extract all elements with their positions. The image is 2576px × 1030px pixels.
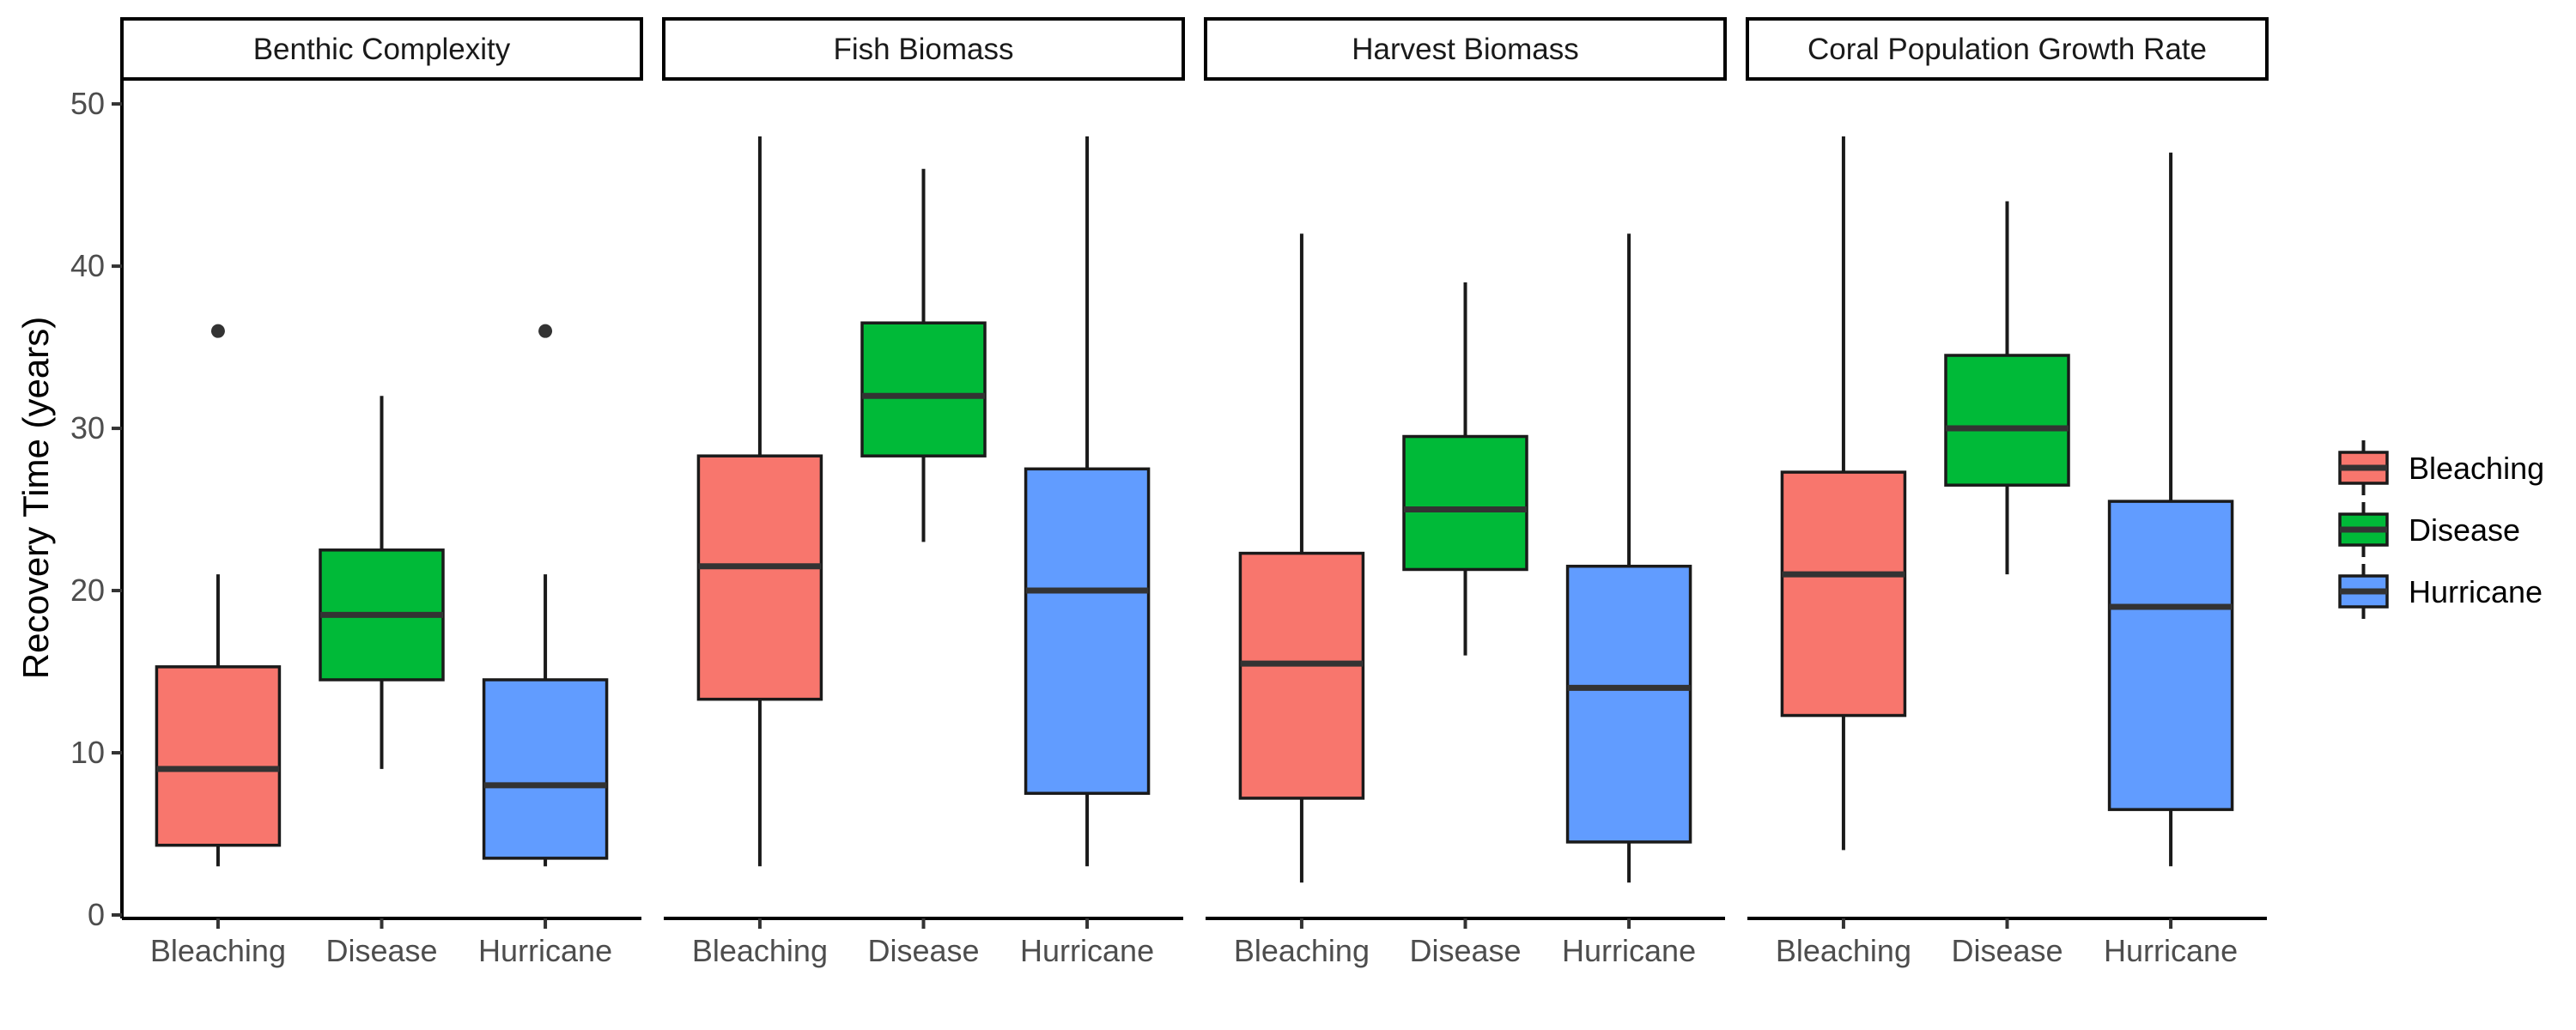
iqr-box [1944, 354, 2070, 487]
legend-item-hurricane: Hurricane [2338, 564, 2543, 619]
facet-panel: Fish Biomass Bleaching Disease Hurricane [662, 17, 1185, 968]
facet-strip [120, 17, 643, 81]
iqr-box [860, 321, 987, 457]
box-disease: Disease [1402, 282, 1528, 968]
outlier-point [210, 324, 225, 338]
y-tick-label: 20 [70, 573, 105, 608]
facet-strip [662, 17, 1185, 81]
y-tick-label: 0 [88, 897, 105, 932]
iqr-box [1780, 470, 1907, 718]
facet-panel: Harvest Biomass Bleaching Disease Hurricane [1204, 17, 1727, 968]
legend-label: Bleaching [2409, 451, 2544, 486]
iqr-box [1024, 467, 1151, 796]
iqr-box [696, 454, 823, 701]
box-hurricane: Hurricane [1020, 136, 1154, 968]
box-hurricane: Hurricane [1562, 233, 1696, 968]
y-tick-label: 50 [70, 86, 105, 121]
x-tick-label: Disease [325, 933, 437, 968]
legend-label: Hurricane [2409, 574, 2543, 609]
x-tick-label: Disease [867, 933, 979, 968]
iqr-box [155, 665, 282, 847]
y-tick-label: 30 [70, 410, 105, 445]
x-tick-label: Disease [1409, 933, 1521, 968]
x-tick-label: Hurricane [2104, 933, 2238, 968]
x-tick-label: Disease [1951, 933, 2063, 968]
box-bleaching: Bleaching [1776, 136, 1911, 968]
legend-item-disease: Disease [2338, 502, 2520, 557]
iqr-box [1402, 434, 1528, 572]
facet-title: Fish Biomass [833, 33, 1013, 66]
y-axis: 0 10 20 30 40 50 [70, 79, 124, 932]
box-hurricane: Hurricane [478, 324, 612, 968]
legend-item-bleaching: Bleaching [2338, 440, 2544, 495]
box-disease: Disease [1944, 201, 2070, 968]
y-tick-label: 40 [70, 248, 105, 283]
facet-panels: 0 10 20 30 40 50 Benthic Complexity Bleaching Di… [70, 17, 2269, 968]
x-tick-label: Hurricane [1020, 933, 1154, 968]
facet-strip [1204, 17, 1727, 81]
facet-panel: Benthic Complexity Bleaching Disease Hurric… [120, 17, 643, 968]
x-tick-label: Bleaching [150, 933, 286, 968]
legend-label: Disease [2409, 512, 2520, 548]
x-tick-label: Bleaching [1776, 933, 1911, 968]
box-bleaching: Bleaching [692, 136, 828, 968]
facet-title: Benthic Complexity [253, 33, 511, 66]
y-axis-title: Recovery Time (years) [15, 317, 56, 679]
outlier-point [538, 324, 553, 338]
iqr-box [482, 678, 609, 860]
x-tick-label: Hurricane [1562, 933, 1696, 968]
box-hurricane: Hurricane [2104, 152, 2238, 968]
box-disease: Disease [860, 168, 987, 968]
x-tick-label: Bleaching [692, 933, 828, 968]
y-tick-label: 10 [70, 735, 105, 770]
legend: Bleaching Disease Hurricane [2338, 440, 2544, 619]
box-disease: Disease [319, 396, 445, 968]
facet-title: Coral Population Growth Rate [1807, 33, 2207, 66]
box-bleaching: Bleaching [150, 324, 286, 968]
facet-strip [1746, 17, 2269, 81]
x-tick-label: Bleaching [1234, 933, 1370, 968]
facet-title: Harvest Biomass [1352, 33, 1579, 66]
iqr-box [1238, 551, 1365, 800]
x-tick-label: Hurricane [478, 933, 612, 968]
iqr-box [2107, 500, 2234, 811]
facet-panel: Coral Population Growth Rate Bleaching Dis… [1746, 17, 2269, 968]
iqr-box [1565, 564, 1692, 844]
box-bleaching: Bleaching [1234, 233, 1370, 968]
